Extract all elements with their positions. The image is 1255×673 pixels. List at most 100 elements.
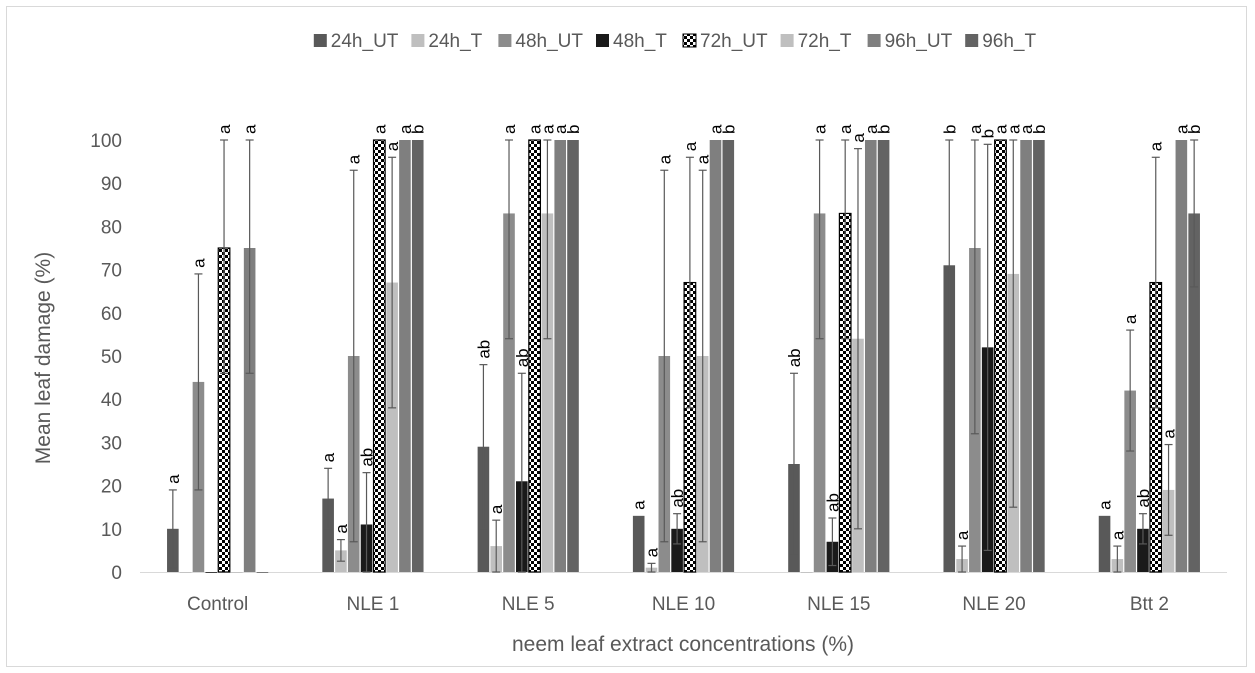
legend-label: 72h_UT	[700, 31, 768, 52]
legend-swatch	[411, 34, 425, 47]
bar	[864, 140, 877, 572]
significance-label: a	[487, 504, 506, 514]
significance-label: a	[655, 154, 674, 164]
y-tick-label: 90	[101, 174, 122, 195]
significance-label: a	[164, 474, 183, 484]
bar	[800, 572, 813, 573]
bar	[399, 140, 411, 572]
legend-label: 72h_T	[798, 31, 852, 52]
y-tick-label: 40	[101, 390, 122, 411]
y-tick-label: 100	[90, 131, 122, 152]
significance-label: b	[719, 125, 738, 134]
bar	[411, 140, 424, 572]
x-tick-label: Control	[187, 594, 248, 615]
significance-label: ab	[358, 448, 377, 467]
significance-label: a	[630, 500, 649, 510]
significance-label: a	[526, 124, 545, 134]
bar	[567, 140, 579, 572]
significance-label: b	[409, 125, 428, 134]
legend-swatch	[313, 34, 327, 47]
bar	[1020, 140, 1032, 572]
significance-label: b	[979, 129, 998, 138]
significance-label: a	[811, 124, 830, 134]
x-tick-label: NLE 20	[962, 594, 1025, 615]
significance-label: a	[1160, 429, 1179, 439]
legend-label: 48h_UT	[515, 31, 583, 52]
significance-label: a	[319, 452, 338, 462]
significance-label: a	[370, 124, 389, 134]
significance-label: ab	[823, 493, 842, 512]
significance-label: a	[241, 124, 260, 134]
bar	[179, 572, 192, 573]
significance-label: a	[538, 124, 557, 134]
bar	[528, 139, 542, 573]
legend-swatch	[780, 34, 794, 47]
y-tick-label: 0	[111, 563, 122, 584]
y-tick-label: 60	[101, 304, 122, 325]
bar	[1175, 140, 1188, 572]
y-tick-label: 80	[101, 217, 122, 238]
legend-label: 24h_T	[428, 31, 482, 52]
legend-label: 48h_T	[613, 31, 667, 52]
legend-swatch	[965, 34, 979, 47]
y-axis-title: Mean leaf damage (%)	[32, 252, 55, 464]
bar	[386, 282, 398, 572]
y-tick-label: 30	[101, 433, 122, 454]
significance-label: a	[551, 124, 570, 134]
legend-swatch	[867, 34, 881, 47]
bar	[722, 140, 735, 572]
significance-label: a	[189, 258, 208, 268]
bar	[1098, 515, 1111, 572]
bar	[994, 139, 1007, 573]
bar	[322, 498, 334, 572]
bar	[372, 139, 386, 573]
significance-label: ab	[513, 348, 532, 367]
significance-label: a	[707, 124, 726, 134]
significance-label: a	[1004, 124, 1023, 134]
significance-label: b	[1030, 125, 1049, 134]
legend-label: 24h_UT	[331, 31, 399, 52]
legend-swatch	[682, 33, 697, 48]
bar	[1033, 140, 1045, 572]
bar	[1137, 528, 1149, 572]
significance-label: a	[396, 124, 415, 134]
significance-label: a	[991, 124, 1010, 134]
significance-label: a	[332, 524, 351, 534]
significance-label: ab	[785, 348, 804, 367]
legend-swatch	[498, 34, 512, 47]
x-axis-title: neem leaf extract concentrations (%)	[512, 633, 854, 656]
bar	[632, 515, 645, 572]
bar	[1124, 390, 1136, 572]
significance-labels: aaa aaaaabaaababaaabaaabaaaabaaababaabaaa…	[164, 124, 1204, 557]
bar	[231, 572, 243, 573]
significance-label: a	[1096, 500, 1115, 510]
significance-label: a	[1121, 314, 1140, 324]
x-tick-label: NLE 1	[347, 594, 400, 615]
significance-label: a	[500, 124, 519, 134]
significance-label: a	[215, 124, 234, 134]
significance-label: ab	[668, 489, 687, 508]
significance-label: b	[564, 125, 583, 134]
x-tick-label: NLE 15	[807, 594, 870, 615]
significance-label: a	[862, 124, 881, 134]
bar	[877, 140, 890, 572]
significance-label: a	[345, 154, 364, 164]
significance-label: b	[1185, 125, 1204, 134]
significance-label: ab	[474, 340, 493, 359]
significance-label: a	[681, 141, 700, 151]
significance-label: a	[643, 547, 662, 557]
significance-label: ab	[1134, 489, 1153, 508]
significance-label: a	[966, 124, 985, 134]
y-tick-label: 50	[101, 347, 122, 368]
bar	[1188, 213, 1200, 572]
legend-label: 96h_T	[982, 31, 1036, 52]
significance-label: a	[849, 133, 868, 143]
bar	[943, 265, 956, 572]
bar	[503, 213, 515, 572]
bar	[205, 572, 218, 573]
bar	[709, 140, 722, 572]
significance-label: b	[940, 125, 959, 134]
significance-label: b	[875, 125, 894, 134]
significance-label: a	[1108, 530, 1127, 540]
